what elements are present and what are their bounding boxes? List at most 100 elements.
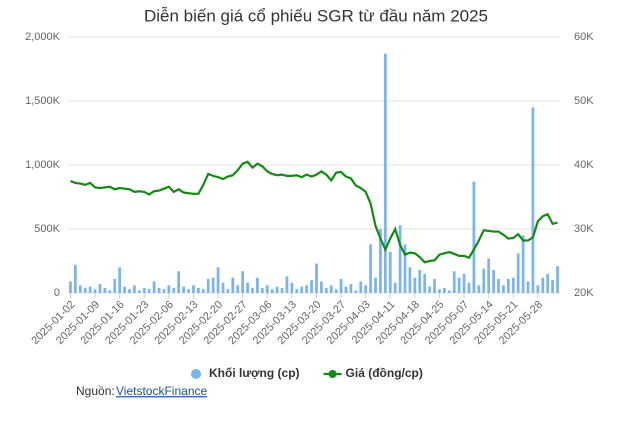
- bar: [88, 286, 92, 293]
- bar: [447, 290, 451, 293]
- bar: [285, 276, 289, 293]
- y-tick-label: 0: [54, 287, 60, 299]
- bar: [98, 284, 102, 293]
- bar: [497, 278, 500, 293]
- legend-marker: [191, 369, 201, 379]
- bar: [438, 289, 441, 293]
- bar: [339, 278, 343, 293]
- bar: [334, 289, 338, 293]
- bar: [536, 285, 540, 293]
- bar: [128, 289, 131, 293]
- bar: [477, 285, 481, 293]
- bar: [393, 282, 397, 293]
- source-link[interactable]: VietstockFinance: [116, 384, 207, 398]
- bar: [433, 278, 436, 293]
- bar: [206, 278, 210, 293]
- bar: [310, 280, 313, 293]
- bar: [187, 289, 190, 293]
- bar: [546, 273, 550, 293]
- bar: [147, 289, 151, 293]
- bar: [103, 287, 107, 293]
- bar: [241, 271, 245, 293]
- bar: [157, 287, 161, 293]
- bar: [201, 289, 205, 293]
- bar: [305, 285, 308, 293]
- bar: [78, 285, 82, 293]
- bar: [300, 286, 304, 293]
- bar: [320, 281, 323, 293]
- bar: [256, 277, 259, 293]
- bar: [226, 289, 230, 293]
- bar: [231, 277, 235, 293]
- bar: [403, 244, 407, 293]
- bar: [74, 264, 77, 293]
- bar: [329, 285, 333, 293]
- bar: [315, 263, 318, 293]
- bar: [457, 277, 461, 293]
- bar: [133, 285, 136, 293]
- price-line: [70, 160, 558, 264]
- bar: [265, 285, 269, 293]
- bar: [364, 285, 368, 293]
- bar: [413, 277, 417, 293]
- bar: [83, 287, 87, 293]
- bar: [526, 281, 530, 293]
- y2-tick-label: 40K: [574, 159, 594, 171]
- bar: [487, 258, 491, 293]
- chart-title: Diễn biến giá cổ phiếu SGR từ đầu năm 20…: [144, 6, 488, 25]
- bar: [511, 277, 515, 293]
- bar: [482, 268, 486, 293]
- bar: [521, 235, 525, 293]
- bar: [270, 289, 274, 293]
- bar: [408, 267, 412, 293]
- bar: [251, 287, 254, 293]
- bar: [172, 287, 176, 293]
- bar: [118, 267, 122, 293]
- bar: [260, 287, 264, 293]
- bar: [516, 253, 520, 293]
- y2-tick-label: 20K: [574, 287, 594, 299]
- bar: [541, 277, 545, 293]
- bar: [428, 286, 431, 293]
- bar: [531, 107, 535, 294]
- bar: [275, 286, 279, 293]
- y-tick-label: 1,500K: [25, 95, 61, 107]
- legend-label: Khối lượng (cp): [209, 366, 300, 380]
- y2-tick-label: 60K: [574, 31, 594, 43]
- bar: [221, 282, 225, 293]
- y-tick-label: 500K: [34, 223, 60, 235]
- bar: [236, 285, 240, 293]
- bar: [295, 289, 299, 293]
- bar: [197, 287, 200, 293]
- bar: [152, 281, 156, 293]
- bar: [69, 281, 72, 293]
- bar: [506, 278, 510, 293]
- bar: [354, 290, 358, 293]
- bar: [162, 289, 166, 293]
- bar: [556, 266, 559, 293]
- bar: [443, 287, 446, 293]
- bar: [462, 273, 466, 293]
- bar: [108, 290, 112, 293]
- legend-marker: [328, 370, 337, 378]
- y2-tick-label: 50K: [574, 95, 594, 107]
- bar: [192, 285, 195, 293]
- bar: [216, 267, 220, 293]
- legend-label: Giá (đồng/cp): [346, 366, 423, 380]
- bar: [324, 287, 328, 293]
- bar: [374, 277, 377, 293]
- bar: [137, 290, 141, 293]
- bar: [93, 289, 97, 293]
- bar: [423, 273, 427, 293]
- y-tick-label: 1,000K: [25, 159, 61, 171]
- bar: [142, 287, 146, 293]
- bar: [467, 282, 471, 293]
- bar: [359, 281, 363, 293]
- y2-tick-label: 30K: [574, 223, 594, 235]
- bar: [398, 225, 402, 293]
- bar: [344, 286, 348, 293]
- bar: [551, 280, 554, 293]
- bar: [177, 271, 181, 293]
